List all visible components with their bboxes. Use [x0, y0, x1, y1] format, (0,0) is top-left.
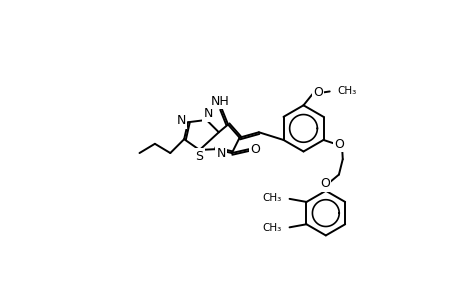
Text: S: S [195, 150, 203, 163]
Text: O: O [313, 86, 322, 99]
Text: O: O [334, 138, 344, 151]
Text: NH: NH [211, 95, 229, 108]
Text: N: N [216, 146, 225, 160]
Text: CH₃: CH₃ [336, 86, 356, 96]
Text: NH: NH [211, 95, 229, 108]
Text: CH₃: CH₃ [336, 86, 356, 96]
Text: O: O [313, 86, 322, 99]
Text: O: O [334, 138, 344, 151]
Text: CH₃: CH₃ [262, 223, 281, 233]
Text: CH₃: CH₃ [262, 193, 281, 203]
Text: N: N [203, 107, 212, 120]
Text: N: N [176, 114, 185, 127]
Text: O: O [319, 177, 329, 190]
Text: O: O [250, 143, 259, 156]
Text: N: N [216, 146, 225, 160]
Text: N: N [176, 114, 185, 127]
Text: CH₃: CH₃ [262, 223, 281, 233]
Text: CH₃: CH₃ [262, 193, 281, 203]
Text: O: O [250, 143, 259, 156]
Text: O: O [319, 177, 329, 190]
Text: S: S [195, 150, 203, 163]
Text: N: N [203, 107, 212, 120]
